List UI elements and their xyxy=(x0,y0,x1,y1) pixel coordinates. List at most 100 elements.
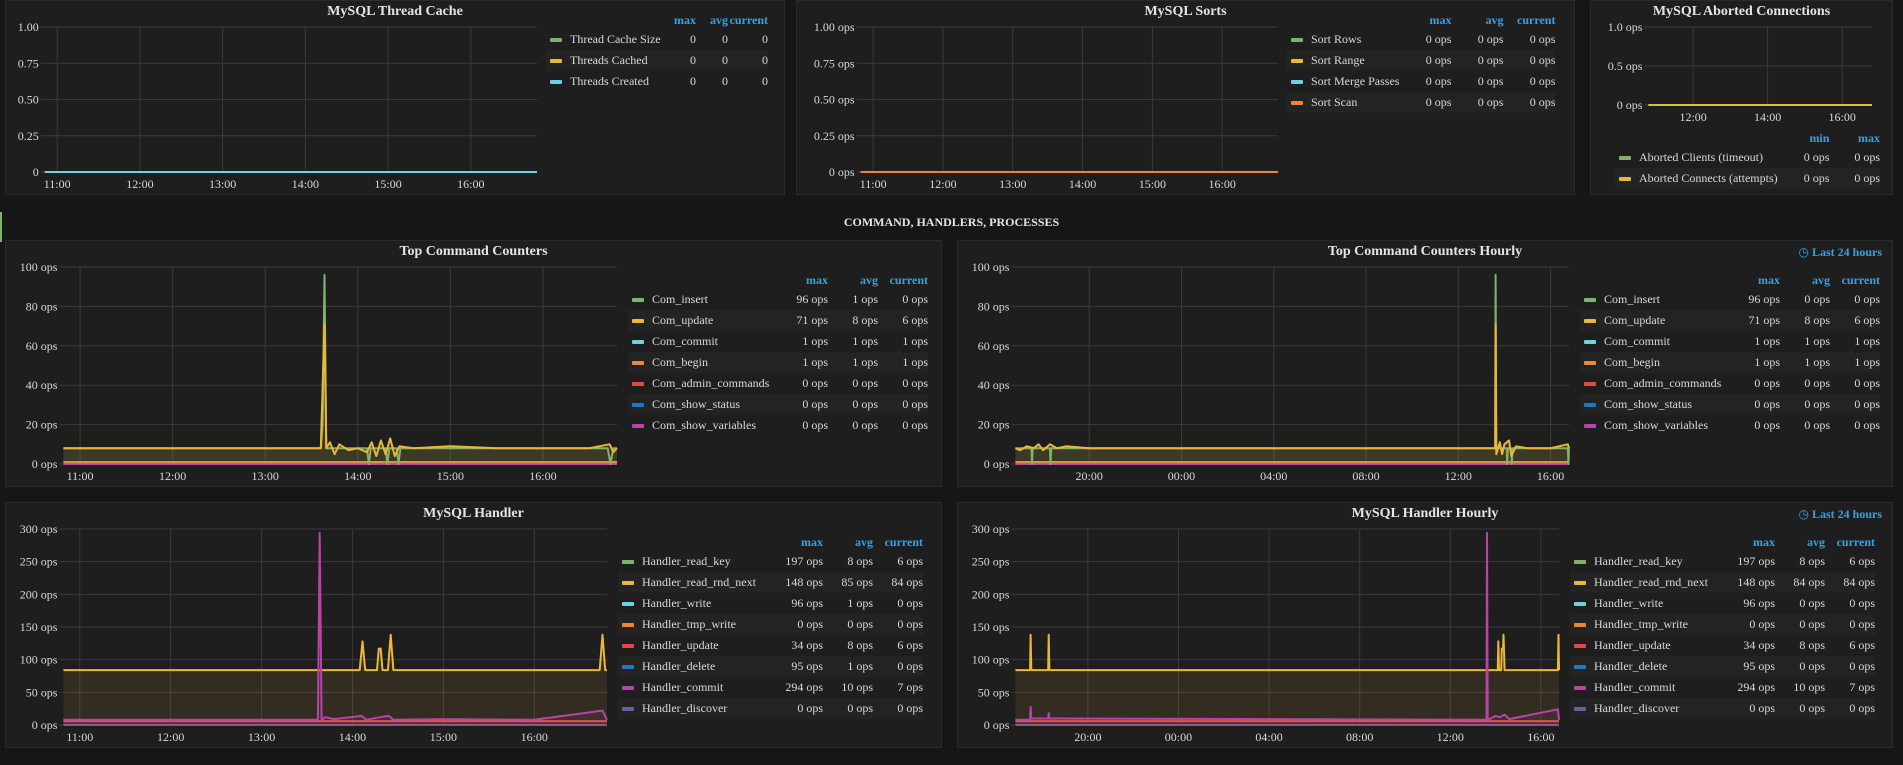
series-line[interactable] xyxy=(1015,531,1560,721)
legend-series[interactable]: Com_update xyxy=(1580,310,1730,331)
legend-series[interactable]: Com_insert xyxy=(1580,289,1730,310)
legend-series-name[interactable]: Handler_tmp_write xyxy=(1594,617,1688,631)
legend-header-current[interactable]: current xyxy=(729,12,768,27)
section-title[interactable]: COMMAND, HANDLERS, PROCESSES xyxy=(843,215,1060,229)
legend-item[interactable]: Com_show_status 0 ops 0 ops 0 ops xyxy=(628,394,928,415)
legend-series-name[interactable]: Com_show_status xyxy=(1604,397,1693,411)
legend-item[interactable]: Handler_write 96 ops 1 ops 0 ops xyxy=(618,593,923,614)
series-color-swatch-icon[interactable] xyxy=(550,59,562,64)
legend-series[interactable]: Handler_update xyxy=(1570,635,1725,656)
legend-series-name[interactable]: Com_begin xyxy=(652,355,708,369)
series-color-swatch-icon[interactable] xyxy=(1584,424,1596,429)
legend-item[interactable]: Com_update 71 ops 8 ops 6 ops xyxy=(1580,310,1880,331)
series-color-swatch-icon[interactable] xyxy=(622,707,634,712)
legend-item[interactable]: Com_admin_commands 0 ops 0 ops 0 ops xyxy=(628,373,928,394)
series-color-swatch-icon[interactable] xyxy=(1584,403,1596,408)
series-color-swatch-icon[interactable] xyxy=(632,298,644,303)
series-color-swatch-icon[interactable] xyxy=(1574,686,1586,691)
legend-header-avg[interactable]: avg xyxy=(1485,12,1504,27)
legend-series-name[interactable]: Com_insert xyxy=(652,292,708,306)
legend-item[interactable]: Handler_delete 95 ops 0 ops 0 ops xyxy=(1570,656,1875,677)
legend-series[interactable]: Aborted Connects (attempts) xyxy=(1615,168,1795,189)
series-line[interactable] xyxy=(1015,323,1570,458)
chart-mysql-handler-hourly[interactable]: 0 ops 50 ops 100 ops 150 ops 200 ops 250 ops 3… xyxy=(958,521,1563,747)
panel-title[interactable]: MySQL Sorts xyxy=(1144,4,1227,19)
series-color-swatch-icon[interactable] xyxy=(632,319,644,324)
legend-series-name[interactable]: Handler_delete xyxy=(1594,659,1668,673)
legend-series[interactable]: Handler_tmp_write xyxy=(618,614,773,635)
legend-series-name[interactable]: Handler_read_rnd_next xyxy=(1594,575,1708,589)
series-color-swatch-icon[interactable] xyxy=(622,560,634,565)
legend-series-name[interactable]: Sort Scan xyxy=(1311,95,1358,109)
series-color-swatch-icon[interactable] xyxy=(1574,644,1586,649)
legend-item[interactable]: Thread Cache Size 0 0 0 xyxy=(546,29,768,50)
series-color-swatch-icon[interactable] xyxy=(1574,581,1586,586)
legend-series-name[interactable]: Threads Cached xyxy=(570,53,648,67)
series-color-swatch-icon[interactable] xyxy=(622,644,634,649)
chart-top-command-counters-hourly[interactable]: 0 ops 20 ops 40 ops 60 ops 80 ops 100 ops 20:0… xyxy=(958,259,1573,486)
row-collapse-indicator[interactable] xyxy=(0,212,2,242)
legend-item[interactable]: Handler_read_key 197 ops 8 ops 6 ops xyxy=(618,551,923,572)
legend-item[interactable]: Handler_tmp_write 0 ops 0 ops 0 ops xyxy=(618,614,923,635)
legend-series-name[interactable]: Handler_commit xyxy=(1594,680,1676,694)
series-color-swatch-icon[interactable] xyxy=(1574,560,1586,565)
series-color-swatch-icon[interactable] xyxy=(1291,59,1303,64)
legend-series[interactable]: Handler_delete xyxy=(1570,656,1725,677)
legend-series-name[interactable]: Threads Created xyxy=(570,74,649,88)
legend-series-name[interactable]: Com_begin xyxy=(1604,355,1660,369)
chart-sorts[interactable]: 0 ops 0.25 ops 0.50 ops 0.75 ops 1.00 ops 11:… xyxy=(797,19,1282,194)
legend-header-max[interactable]: max xyxy=(1753,534,1775,549)
legend-item[interactable]: Sort Range 0 ops 0 ops 0 ops xyxy=(1287,50,1556,71)
legend-series[interactable]: Handler_delete xyxy=(618,656,773,677)
legend-series-name[interactable]: Com_admin_commands xyxy=(652,376,770,390)
legend-item[interactable]: Handler_discover 0 ops 0 ops 0 ops xyxy=(618,698,923,719)
series-line[interactable] xyxy=(63,633,607,672)
legend-series[interactable]: Handler_read_rnd_next xyxy=(618,572,773,593)
series-color-swatch-icon[interactable] xyxy=(1584,361,1596,366)
legend-header-avg[interactable]: avg xyxy=(1812,272,1830,287)
legend-header-avg[interactable]: avg xyxy=(855,534,873,549)
series-color-swatch-icon[interactable] xyxy=(632,361,644,366)
legend-series[interactable]: Handler_update xyxy=(618,635,773,656)
legend-item[interactable]: Handler_update 34 ops 8 ops 6 ops xyxy=(1570,635,1875,656)
legend-header-max[interactable]: max xyxy=(801,534,823,549)
legend-series[interactable]: Threads Cached xyxy=(546,50,666,71)
series-color-swatch-icon[interactable] xyxy=(632,424,644,429)
legend-header-max[interactable]: max xyxy=(674,12,696,27)
series-line[interactable] xyxy=(63,323,618,458)
legend-item[interactable]: Com_begin 1 ops 1 ops 1 ops xyxy=(1580,352,1880,373)
series-color-swatch-icon[interactable] xyxy=(1291,38,1303,43)
legend-header-avg[interactable]: avg xyxy=(1807,534,1825,549)
series-color-swatch-icon[interactable] xyxy=(1574,707,1586,712)
legend-series-name[interactable]: Com_insert xyxy=(1604,292,1660,306)
panel-title[interactable]: Top Command Counters Hourly xyxy=(1327,244,1523,259)
legend-series[interactable]: Handler_commit xyxy=(1570,677,1725,698)
legend-item[interactable]: Threads Created 0 0 0 xyxy=(546,71,768,92)
legend-item[interactable]: Handler_discover 0 ops 0 ops 0 ops xyxy=(1570,698,1875,719)
legend-item[interactable]: Handler_tmp_write 0 ops 0 ops 0 ops xyxy=(1570,614,1875,635)
legend-series-name[interactable]: Handler_discover xyxy=(1594,701,1680,715)
legend-series-name[interactable]: Com_update xyxy=(1604,313,1666,327)
series-color-swatch-icon[interactable] xyxy=(622,581,634,586)
legend-series[interactable]: Com_show_variables xyxy=(628,415,778,436)
legend-item[interactable]: Com_begin 1 ops 1 ops 1 ops xyxy=(628,352,928,373)
legend-series[interactable]: Com_admin_commands xyxy=(628,373,778,394)
series-color-swatch-icon[interactable] xyxy=(1584,340,1596,345)
legend-item[interactable]: Handler_commit 294 ops 10 ops 7 ops xyxy=(1570,677,1875,698)
legend-series[interactable]: Handler_tmp_write xyxy=(1570,614,1725,635)
legend-header-max[interactable]: max xyxy=(1758,272,1780,287)
chart-aborted[interactable]: 0 ops 0.5 ops 1.0 ops 12:00 14:00 16:00 xyxy=(1591,19,1876,127)
chart-thread-cache[interactable]: 0 0.25 0.50 0.75 1.00 11:00 12:00 13:00 14:00 15:… xyxy=(6,19,541,194)
legend-header-current[interactable]: current xyxy=(884,534,923,549)
series-color-swatch-icon[interactable] xyxy=(1574,623,1586,628)
legend-series[interactable]: Threads Created xyxy=(546,71,666,92)
legend-series-name[interactable]: Com_commit xyxy=(652,334,718,348)
series-color-swatch-icon[interactable] xyxy=(622,686,634,691)
legend-header-avg[interactable]: avg xyxy=(860,272,878,287)
legend-series[interactable]: Com_show_status xyxy=(1580,394,1730,415)
legend-header-current[interactable]: current xyxy=(1841,272,1880,287)
legend-series[interactable]: Com_show_status xyxy=(628,394,778,415)
legend-item[interactable]: Com_commit 1 ops 1 ops 1 ops xyxy=(628,331,928,352)
legend-header-min[interactable]: min xyxy=(1809,130,1830,145)
series-color-swatch-icon[interactable] xyxy=(1584,319,1596,324)
